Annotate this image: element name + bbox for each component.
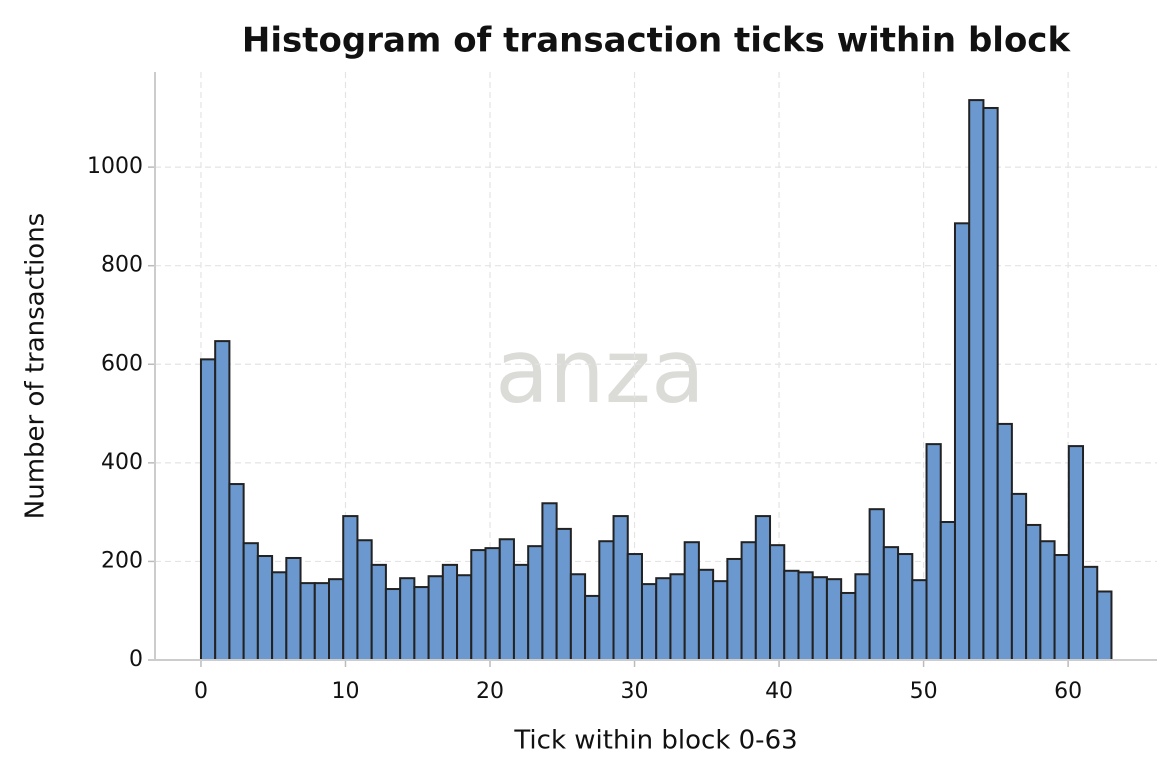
bar [555, 527, 572, 661]
bar [1053, 554, 1070, 661]
bar [1067, 445, 1085, 661]
bar [612, 515, 629, 661]
bar [598, 540, 615, 661]
bar [299, 582, 316, 662]
x-tick-label: 40 [765, 679, 793, 704]
bar [342, 515, 359, 661]
chart-title: Histogram of transaction ticks within bl… [242, 21, 1072, 61]
bar [512, 563, 530, 662]
bar [996, 422, 1013, 661]
bar [285, 556, 302, 661]
bar [868, 508, 885, 661]
bar [626, 553, 643, 662]
x-tick-label: 20 [476, 679, 504, 704]
bar [840, 591, 857, 662]
bar [854, 573, 871, 662]
x-tick-label: 0 [194, 679, 208, 704]
bar [456, 574, 473, 661]
bar [669, 573, 686, 662]
bar [911, 579, 928, 661]
x-tick-label: 50 [910, 679, 938, 704]
bar [1096, 590, 1113, 661]
bar [427, 575, 444, 662]
bar [925, 443, 942, 661]
bar [811, 576, 828, 661]
bar [640, 583, 658, 661]
bar [683, 541, 700, 661]
watermark: anza [495, 320, 705, 423]
bar [584, 594, 601, 661]
y-tick-label: 600 [101, 351, 143, 376]
bar [413, 586, 430, 662]
bar [569, 573, 587, 662]
bar [498, 538, 515, 662]
bar [199, 358, 217, 661]
bar [527, 545, 544, 662]
y-tick-label: 0 [129, 647, 143, 672]
bar [271, 571, 288, 662]
bar [953, 222, 971, 661]
y-tick-label: 800 [101, 253, 143, 278]
bar [1082, 565, 1099, 662]
bar [228, 483, 245, 661]
bar [328, 578, 345, 661]
bar [783, 569, 800, 662]
bar [882, 546, 900, 661]
y-tick-label: 1000 [87, 154, 143, 179]
bar [470, 549, 487, 662]
x-tick-label: 60 [1054, 679, 1082, 704]
bar [726, 557, 743, 662]
bar [740, 541, 757, 661]
bar [384, 588, 402, 662]
bar [754, 515, 772, 661]
x-tick-label: 10 [331, 679, 359, 704]
bar [484, 547, 501, 662]
bar [712, 580, 729, 661]
y-tick-label: 400 [101, 450, 143, 475]
bar [1010, 492, 1028, 661]
bar [655, 577, 672, 662]
bar [769, 544, 786, 661]
bar [939, 520, 956, 662]
bar [982, 106, 999, 662]
bar [356, 539, 373, 661]
x-tick-label: 30 [621, 679, 649, 704]
bar [399, 577, 416, 662]
bar [897, 553, 914, 662]
bar [541, 502, 558, 661]
bar [1025, 523, 1042, 661]
bar [825, 578, 843, 661]
bar [797, 571, 814, 662]
bar [968, 99, 985, 662]
bar [256, 555, 274, 662]
y-tick-label: 200 [101, 548, 143, 573]
bar [441, 563, 459, 662]
x-axis-label: Tick within block 0-63 [513, 726, 797, 756]
bar [214, 340, 231, 661]
bar [313, 582, 331, 662]
bar [370, 563, 387, 662]
bar [242, 542, 259, 661]
bar [1039, 540, 1056, 661]
y-axis-label: Number of transactions [21, 213, 51, 519]
bar [697, 568, 715, 661]
